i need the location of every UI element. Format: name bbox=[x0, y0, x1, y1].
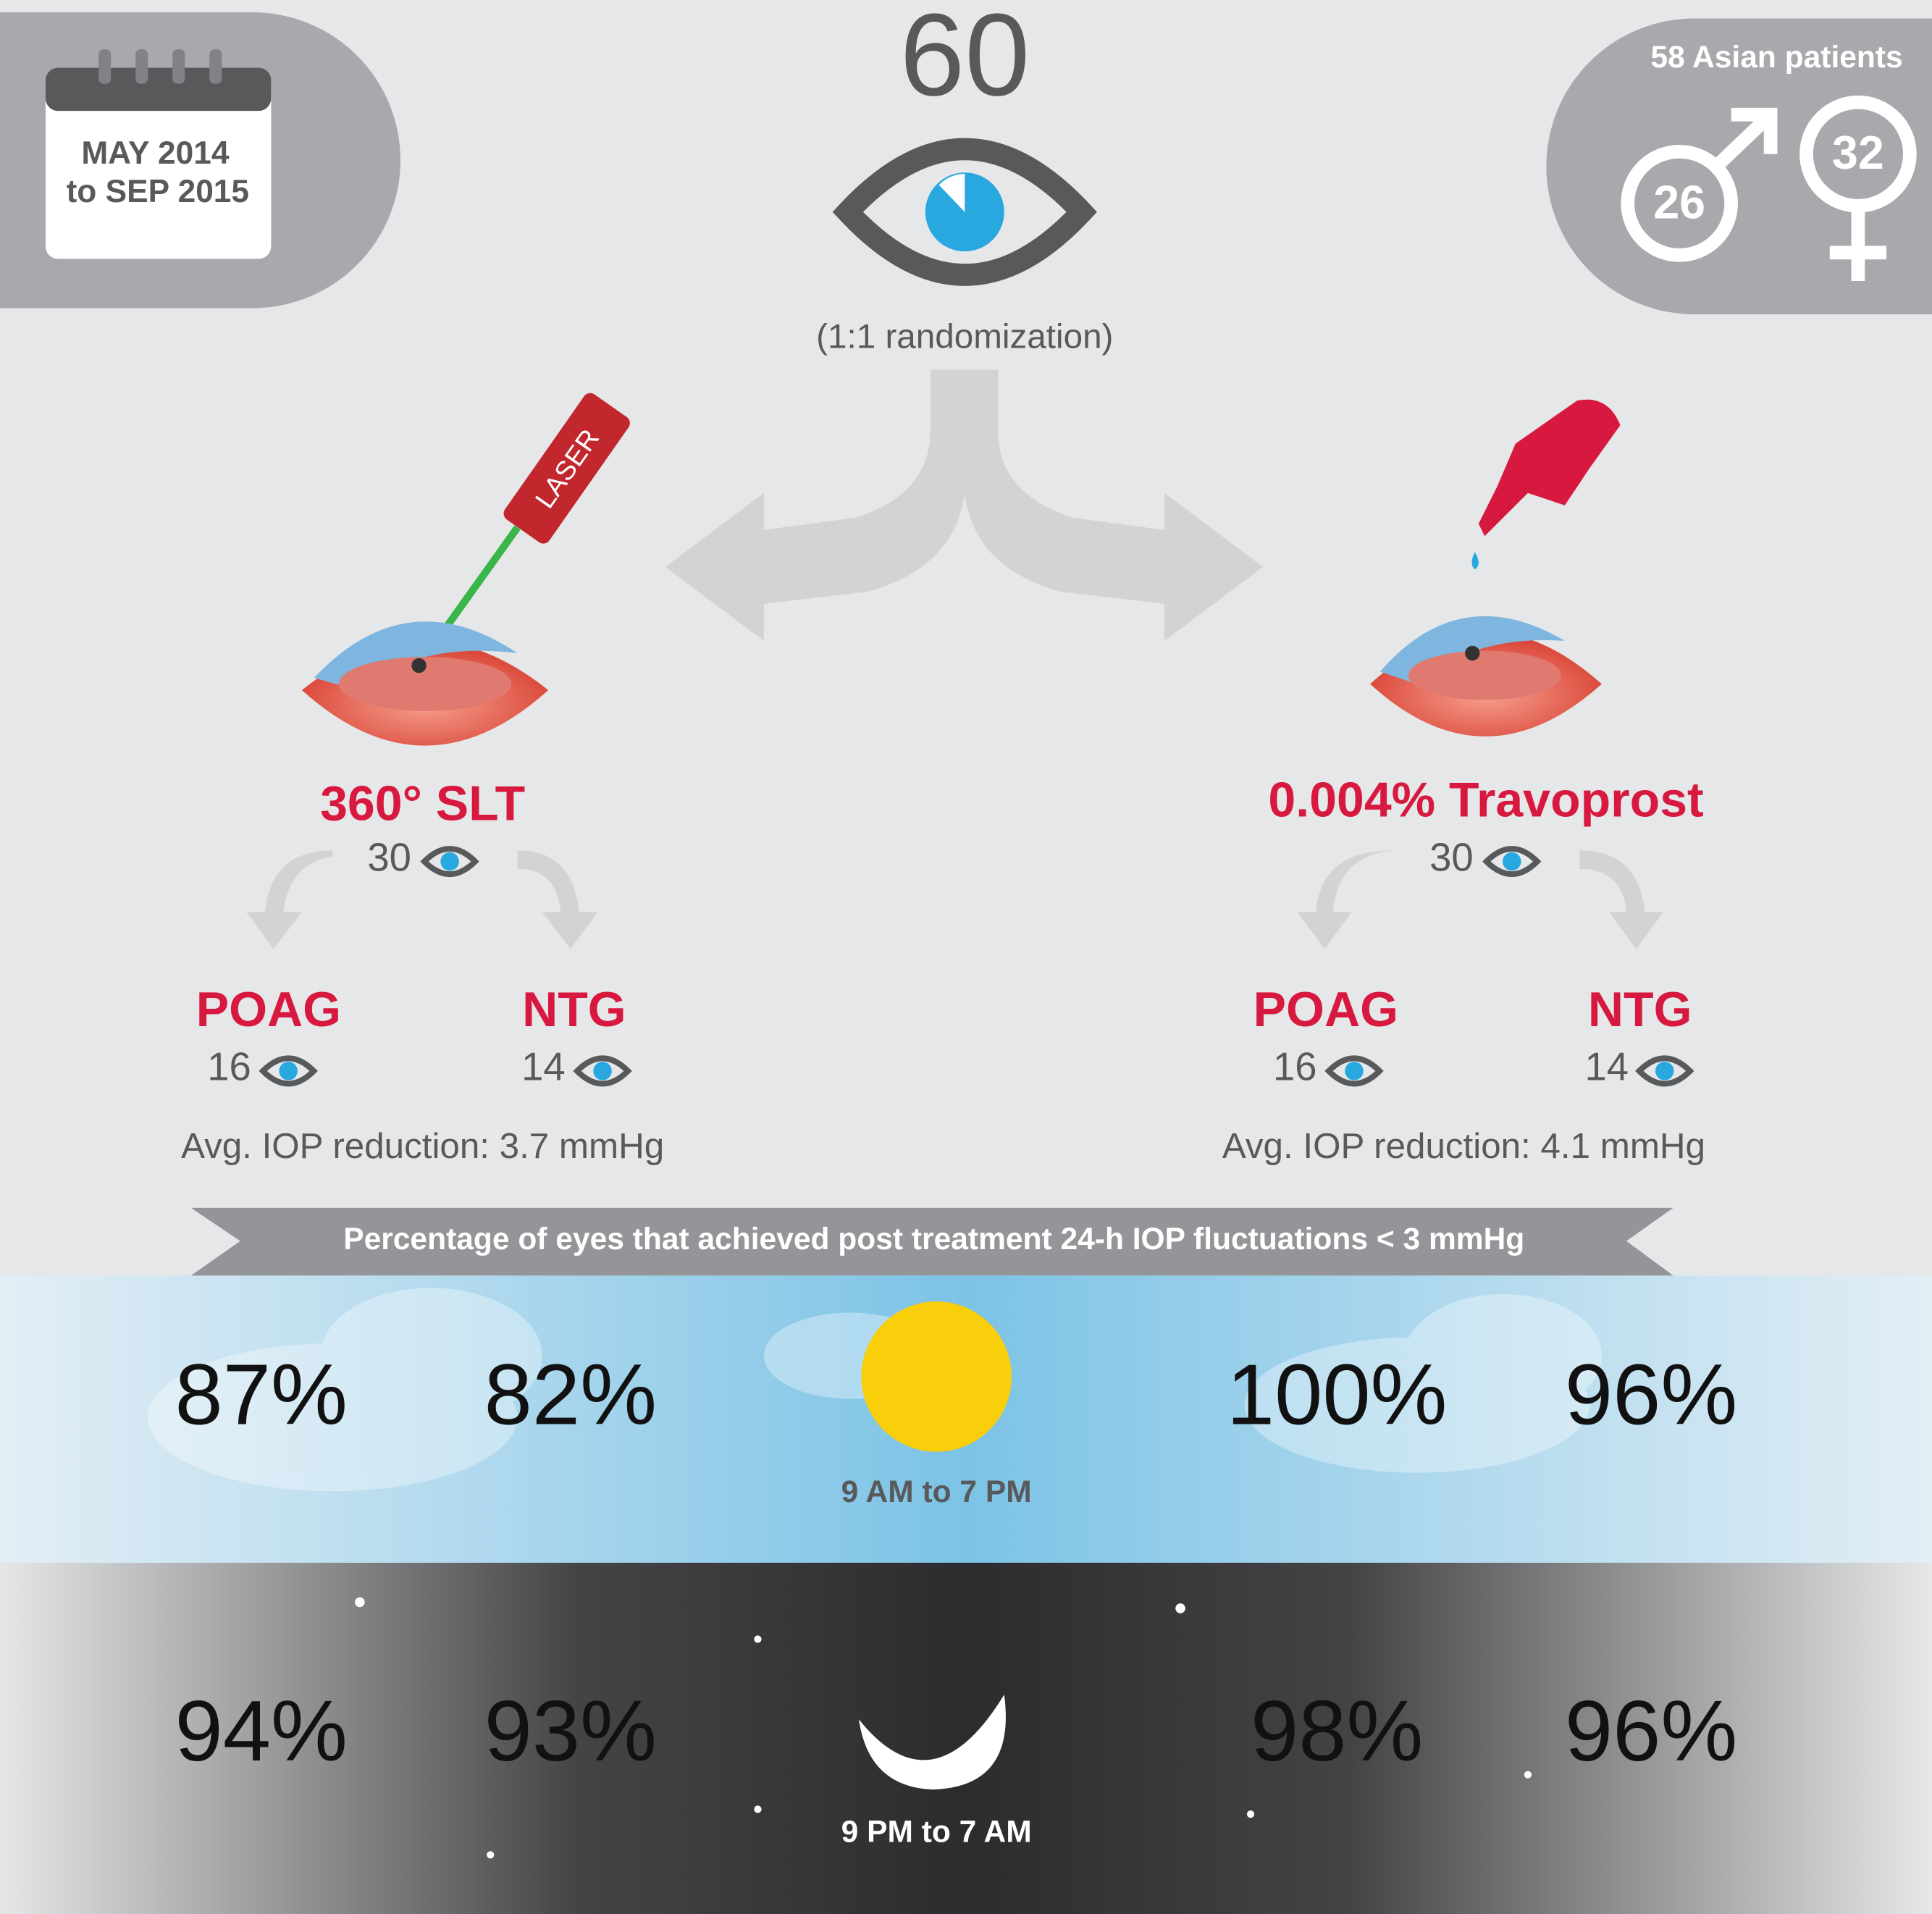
page: html,body{margin:0;padding:0;background:… bbox=[0, 0, 1932, 1914]
calendar-top bbox=[46, 68, 271, 112]
arm-name: 0.004% Travoprost bbox=[1268, 773, 1703, 828]
period-label: 9 AM to 7 PM bbox=[841, 1474, 1032, 1509]
banner-text: Percentage of eyes that achieved post tr… bbox=[343, 1222, 1524, 1256]
percentage: 93% bbox=[484, 1683, 657, 1779]
percentage: 96% bbox=[1565, 1346, 1737, 1443]
avg-reduction: Avg. IOP reduction: 4.1 mmHg bbox=[1222, 1126, 1705, 1166]
period-label: 9 PM to 7 AM bbox=[841, 1815, 1032, 1850]
group-name: POAG bbox=[1253, 982, 1398, 1037]
sun bbox=[861, 1301, 1012, 1452]
group-name: POAG bbox=[196, 982, 341, 1037]
total-eyes: 60 bbox=[899, 0, 1030, 120]
male-count: 26 bbox=[1653, 175, 1705, 228]
arm-eyes: 30 bbox=[367, 835, 411, 879]
percentage: 94% bbox=[175, 1683, 348, 1779]
avg-reduction: Avg. IOP reduction: 3.7 mmHg bbox=[181, 1126, 664, 1166]
arm-name: 360° SLT bbox=[320, 776, 525, 831]
infographic: MAY 2014 to SEP 2015 60 (1:1 randomizati… bbox=[0, 0, 1932, 1914]
group-eyes: 16 bbox=[1273, 1045, 1317, 1089]
female-count: 32 bbox=[1832, 126, 1884, 179]
randomization-note: (1:1 randomization) bbox=[816, 318, 1113, 356]
group-name: NTG bbox=[522, 982, 626, 1037]
percentage: 87% bbox=[175, 1346, 348, 1443]
date-line: to SEP 2015 bbox=[67, 174, 249, 209]
percentage: 82% bbox=[484, 1346, 657, 1443]
date-line: MAY 2014 bbox=[81, 135, 230, 171]
group-eyes: 14 bbox=[1585, 1045, 1629, 1089]
patients-label: 58 Asian patients bbox=[1650, 40, 1902, 75]
arm-eyes: 30 bbox=[1429, 835, 1474, 879]
group-eyes: 14 bbox=[521, 1045, 566, 1089]
body: {"study_period":{"line1":"MAY 2014","lin… bbox=[0, 0, 1932, 1914]
group-name: NTG bbox=[1588, 982, 1692, 1037]
group-eyes: 16 bbox=[207, 1045, 251, 1089]
percentage: 96% bbox=[1565, 1683, 1737, 1779]
percentage: 100% bbox=[1227, 1346, 1448, 1443]
percentage: 98% bbox=[1251, 1683, 1423, 1779]
